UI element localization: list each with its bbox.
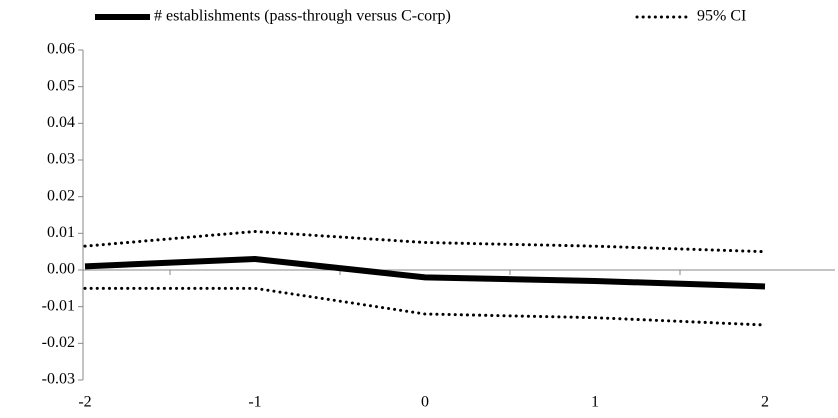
legend-label: 95% CI bbox=[697, 8, 746, 25]
y-tick-label: 0.00 bbox=[47, 261, 75, 278]
y-tick-label: 0.04 bbox=[47, 114, 75, 131]
y-tick-label: -0.03 bbox=[42, 371, 75, 388]
x-tick-label: 1 bbox=[591, 394, 599, 411]
y-tick-label: 0.03 bbox=[47, 151, 75, 168]
series-line bbox=[84, 255, 766, 290]
x-tick-label: 2 bbox=[761, 394, 769, 411]
y-tick-label: -0.01 bbox=[42, 297, 75, 314]
y-tick-label: 0.05 bbox=[47, 77, 75, 94]
legend-label: # establishments (pass-through versus C-… bbox=[154, 8, 451, 25]
y-tick-label: 0.01 bbox=[47, 224, 75, 241]
x-tick-label: -1 bbox=[248, 394, 261, 411]
y-tick-label: 0.06 bbox=[47, 41, 75, 58]
y-tick-label: 0.02 bbox=[47, 187, 75, 204]
ci-upper bbox=[83, 229, 767, 254]
x-tick-label: 0 bbox=[421, 394, 429, 411]
x-tick-label: -2 bbox=[78, 394, 91, 411]
y-tick-label: -0.02 bbox=[42, 334, 75, 351]
ci-lower bbox=[83, 286, 767, 327]
